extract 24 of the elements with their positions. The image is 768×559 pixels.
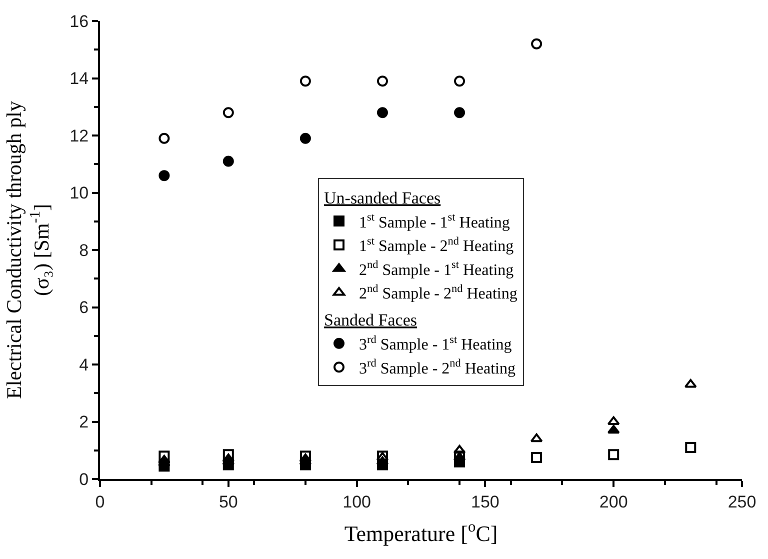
legend-label: 2$^{nd}$ Sample - 1$^{st}$ Heating [359,259,514,279]
x-axis-title: Temperature [$^{o}$C] [344,518,498,546]
legend-label: 2$^{nd}$ Sample - 2$^{nd}$ Heating [359,282,518,303]
y-tick-label: 2 [79,412,89,432]
y-tick-label: 4 [79,355,89,374]
legend-label: 3$^{rd}$ Sample - 1$^{st}$ Heating [359,334,512,354]
text: Un-sanded Faces [324,188,441,208]
x-tick-label: 100 [342,492,371,512]
y-tick-label: 6 [79,298,89,318]
x-tick-label: 0 [95,492,105,512]
y-tick-label: 0 [79,470,89,489]
legend-label: 1$^{st}$ Sample - 1$^{st}$ Heating [359,212,510,232]
x-tick-label: 150 [471,492,500,512]
y-tick-label: 16 [70,12,89,31]
y-tick-label: 12 [70,126,89,146]
x-tick-label: 50 [218,492,238,512]
x-tick-label: 200 [599,492,628,512]
y-tick-label: 10 [70,184,89,203]
legend-label: 3$^{rd}$ Sample - 2$^{nd}$ Heating [359,358,516,378]
y-tick-label: 14 [70,69,89,88]
y-tick-label: 8 [79,240,89,260]
legend-label: 1$^{st}$ Sample - 2$^{nd}$ Heating [359,235,514,256]
text: Sanded Faces [324,310,418,330]
x-tick-label: 250 [728,492,756,512]
